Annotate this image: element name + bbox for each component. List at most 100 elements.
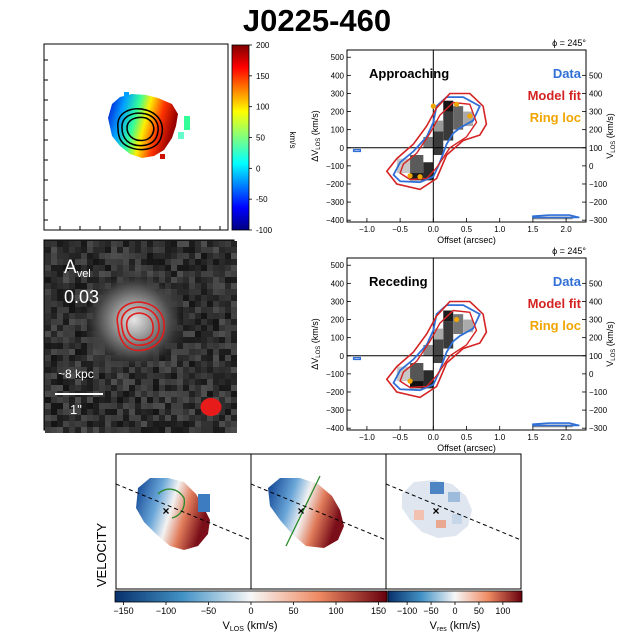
scale-arcsec-label: 1": [70, 402, 82, 417]
noise-pixel: [231, 325, 237, 331]
noise-pixel: [153, 259, 159, 265]
noise-pixel: [87, 283, 93, 289]
noise-pixel: [213, 361, 219, 367]
pv-ytick-right-label: 200: [589, 126, 603, 135]
noise-pixel: [231, 289, 237, 295]
noise-pixel: [123, 391, 129, 397]
noise-pixel: [75, 283, 81, 289]
cbar2-tick-label: −100: [397, 606, 417, 616]
pv-phi-label: ϕ = 245°: [552, 246, 586, 256]
noise-pixel: [195, 313, 201, 319]
noise-pixel: [177, 379, 183, 385]
noise-pixel: [105, 409, 111, 415]
bottom-ylabel: VELOCITY: [94, 523, 109, 588]
noise-pixel: [63, 325, 69, 331]
noise-pixel: [135, 397, 141, 403]
noise-pixel: [153, 421, 159, 427]
noise-pixel: [63, 271, 69, 277]
noise-pixel: [141, 391, 147, 397]
noise-pixel: [75, 319, 81, 325]
noise-pixel: [207, 391, 213, 397]
noise-pixel: [189, 373, 195, 379]
noise-pixel: [45, 253, 51, 259]
noise-pixel: [45, 349, 51, 355]
noise-pixel: [207, 427, 213, 433]
noise-pixel: [189, 355, 195, 361]
noise-pixel: [159, 415, 165, 421]
noise-pixel: [141, 409, 147, 415]
noise-pixel: [219, 325, 225, 331]
noise-pixel: [159, 379, 165, 385]
noise-pixel: [99, 361, 105, 367]
noise-pixel: [189, 241, 195, 247]
bottom-panel-frame-3: [385, 453, 522, 590]
noise-pixel: [231, 415, 237, 421]
noise-pixel: [207, 289, 213, 295]
pv-ytick-right-label: 0: [589, 370, 594, 379]
noise-pixel: [165, 427, 171, 433]
noise-pixel: [87, 403, 93, 409]
noise-pixel: [123, 265, 129, 271]
noise-pixel: [135, 259, 141, 265]
noise-pixel: [177, 427, 183, 433]
noise-pixel: [117, 367, 123, 373]
noise-pixel: [117, 409, 123, 415]
noise-pixel: [141, 247, 147, 253]
pv-data-pixel: [433, 339, 444, 364]
noise-pixel: [75, 349, 81, 355]
noise-pixel: [57, 289, 63, 295]
noise-pixel: [135, 379, 141, 385]
noise-pixel: [195, 289, 201, 295]
noise-pixel: [201, 319, 207, 325]
noise-pixel: [135, 367, 141, 373]
noise-pixel: [141, 397, 147, 403]
noise-pixel: [219, 271, 225, 277]
noise-pixel: [75, 379, 81, 385]
noise-pixel: [225, 295, 231, 301]
pv-xtick-label: −1.0: [359, 433, 375, 442]
noise-pixel: [81, 349, 87, 355]
noise-pixel: [219, 403, 225, 409]
noise-pixel: [213, 343, 219, 349]
noise-pixel: [207, 349, 213, 355]
noise-pixel: [153, 403, 159, 409]
noise-pixel: [195, 325, 201, 331]
noise-pixel: [153, 415, 159, 421]
pv-data-pixel: [423, 370, 434, 389]
noise-pixel: [219, 247, 225, 253]
noise-pixel: [75, 289, 81, 295]
noise-pixel: [99, 385, 105, 391]
noise-pixel: [69, 319, 75, 325]
noise-pixel: [93, 277, 99, 283]
noise-pixel: [189, 337, 195, 343]
noise-pixel: [75, 385, 81, 391]
noise-pixel: [219, 301, 225, 307]
noise-pixel: [183, 409, 189, 415]
noise-pixel: [135, 427, 141, 433]
noise-pixel: [231, 271, 237, 277]
noise-pixel: [69, 247, 75, 253]
noise-pixel: [141, 367, 147, 373]
noise-pixel: [201, 295, 207, 301]
noise-pixel: [171, 265, 177, 271]
noise-pixel: [201, 253, 207, 259]
pv-data-pixel: [410, 173, 424, 181]
noise-pixel: [75, 397, 81, 403]
noise-pixel: [99, 241, 105, 247]
noise-pixel: [219, 409, 225, 415]
noise-pixel: [69, 421, 75, 427]
noise-pixel: [135, 241, 141, 247]
noise-pixel: [201, 259, 207, 265]
noise-pixel: [111, 385, 117, 391]
pv-data-pixel: [423, 344, 434, 356]
noise-pixel: [189, 277, 195, 283]
noise-pixel: [219, 355, 225, 361]
noise-pixel: [219, 241, 225, 247]
noise-pixel: [195, 427, 201, 433]
noise-pixel: [177, 271, 183, 277]
noise-pixel: [231, 361, 237, 367]
noise-pixel: [165, 385, 171, 391]
noise-pixel: [87, 385, 93, 391]
noise-pixel: [171, 247, 177, 253]
noise-pixel: [111, 415, 117, 421]
